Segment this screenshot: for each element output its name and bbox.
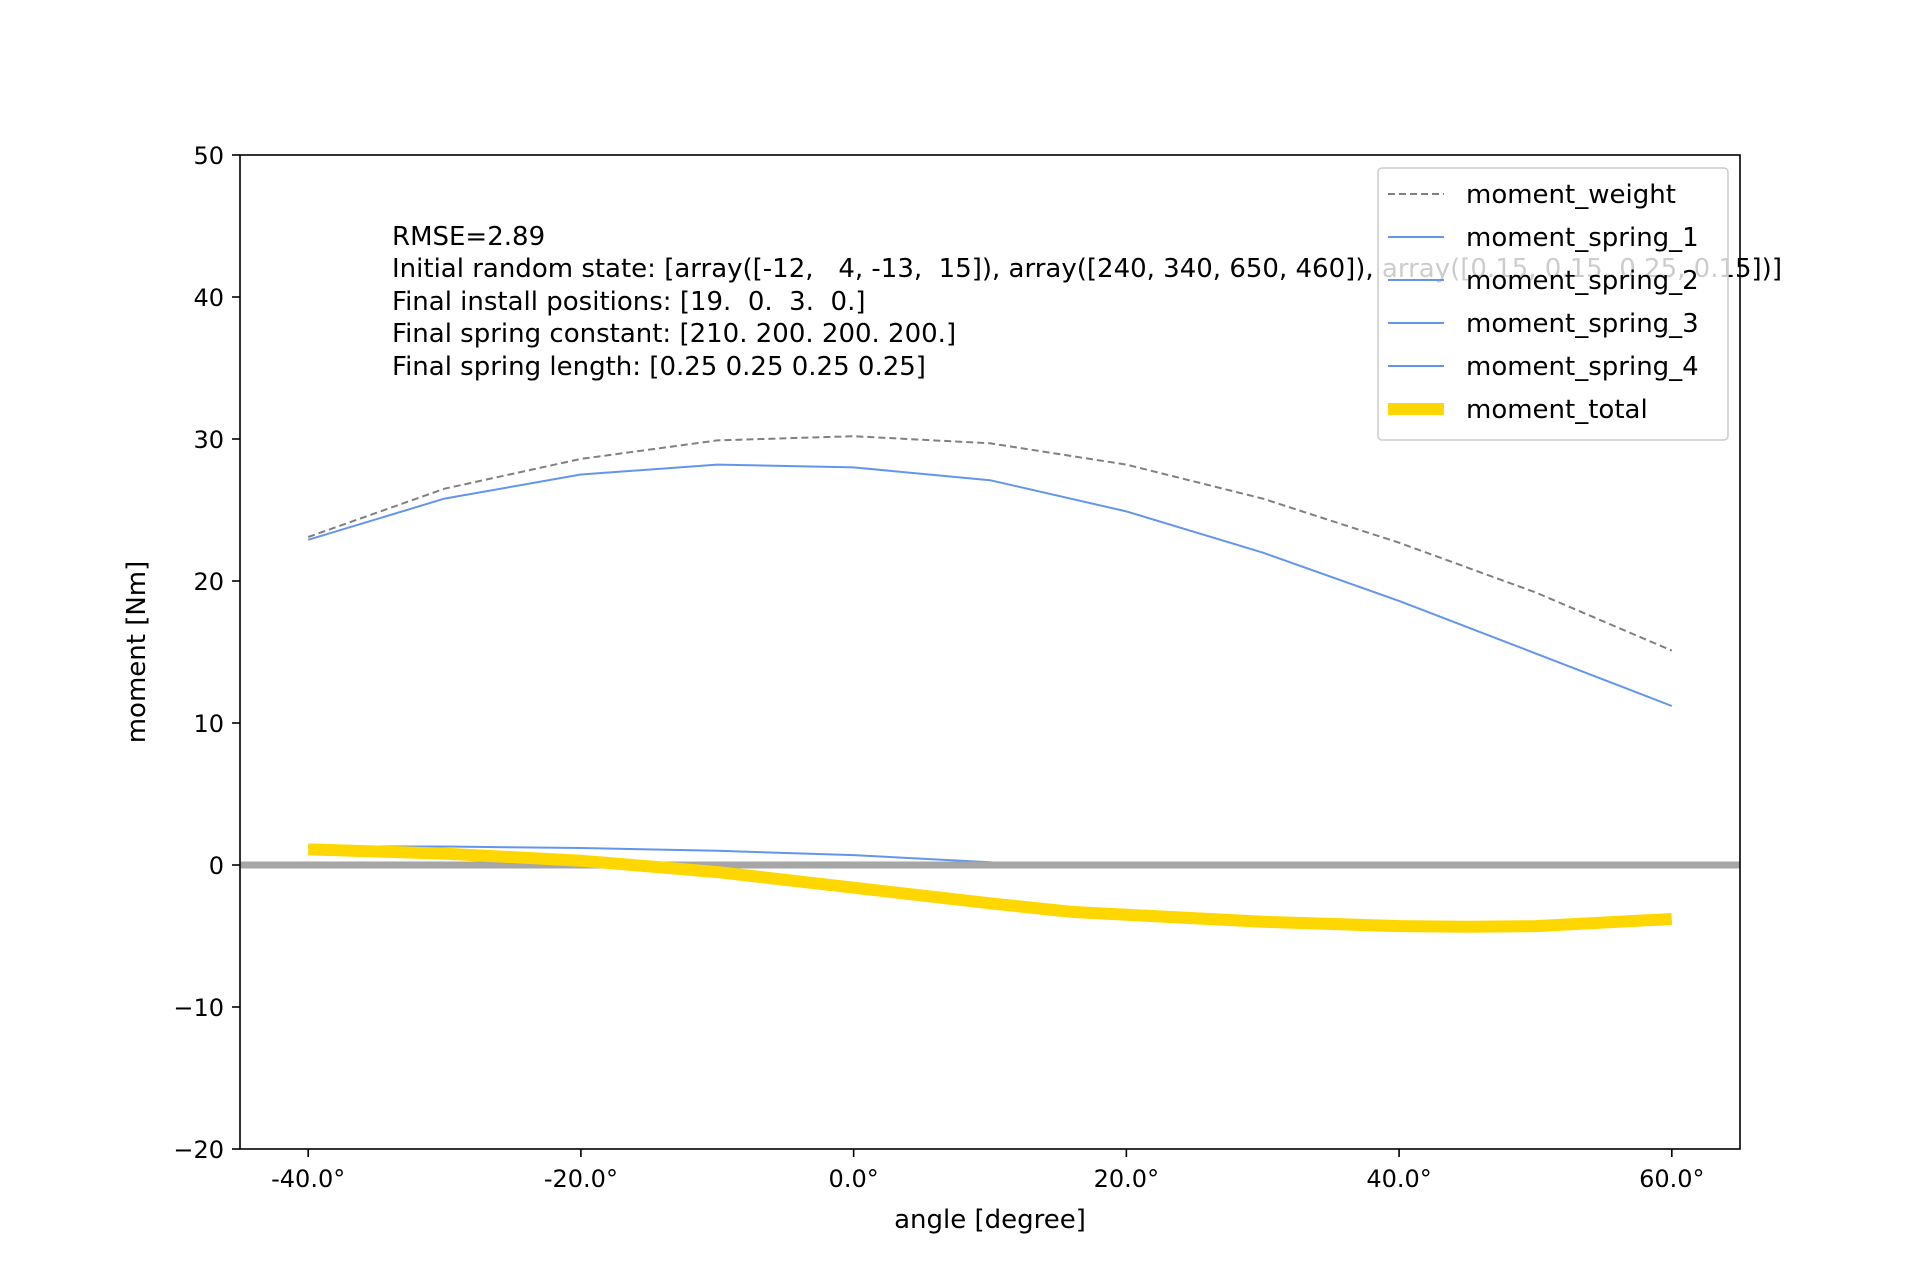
legend-label: moment_spring_1	[1466, 223, 1699, 253]
series-line-moment_total	[308, 843, 1673, 933]
annotation-line: Final spring length: [0.25 0.25 0.25 0.2…	[392, 352, 926, 382]
annotation-line: Final install positions: [19. 0. 3. 0.]	[392, 287, 865, 317]
y-tick-label: −10	[173, 994, 224, 1022]
x-tick-label: -40.0°	[271, 1165, 345, 1193]
legend-label: moment_spring_3	[1466, 309, 1699, 339]
legend-label: moment_spring_4	[1466, 352, 1699, 382]
annotation-line: Final spring constant: [210. 200. 200. 2…	[392, 319, 956, 349]
series-line-moment_spring_1	[307, 463, 1673, 707]
x-tick-label: 40.0°	[1366, 1165, 1431, 1193]
x-tick-label: 20.0°	[1094, 1165, 1159, 1193]
series-line-moment_weight	[307, 435, 1673, 652]
x-tick-label: -20.0°	[544, 1165, 618, 1193]
annotation-line: RMSE=2.89	[392, 222, 545, 252]
legend: moment_weight moment_spring_1 moment_sprin…	[1377, 167, 1729, 441]
y-tick-label: 20	[193, 568, 224, 596]
y-tick-label: 50	[193, 142, 224, 170]
legend-label: moment_total	[1466, 395, 1648, 425]
axis-ticks: -40.0° -20.0° 0.0° 20.0° 40.0° 60.0° −20 −10 0 10…	[173, 142, 1704, 1193]
y-tick-label: 40	[193, 284, 224, 312]
y-axis-label: moment [Nm]	[122, 561, 152, 744]
y-tick-label: 10	[193, 710, 224, 738]
legend-label: moment_weight	[1466, 180, 1676, 210]
x-tick-label: 0.0°	[829, 1165, 879, 1193]
y-tick-label: −20	[173, 1136, 224, 1164]
legend-box	[1377, 167, 1729, 441]
plot-frame	[239, 154, 1741, 1150]
x-axis-label: angle [degree]	[894, 1205, 1086, 1235]
y-tick-label: 30	[193, 426, 224, 454]
x-tick-label: 60.0°	[1639, 1165, 1704, 1193]
y-tick-label: 0	[209, 852, 224, 880]
legend-label: moment_spring_2	[1466, 266, 1699, 296]
series-layer	[240, 435, 1740, 933]
